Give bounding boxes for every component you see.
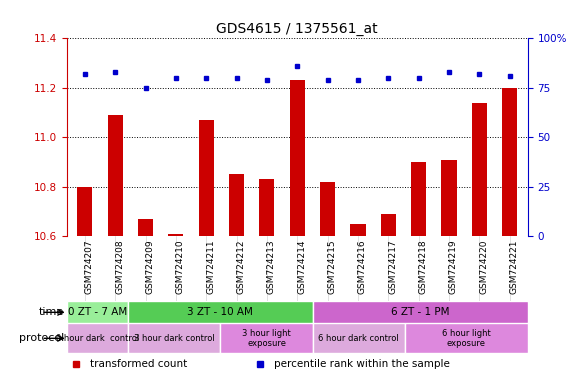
Bar [220, 323, 313, 353]
Bar [289, 81, 305, 236]
Bar [313, 323, 405, 353]
Bar [199, 120, 214, 236]
Bar [128, 301, 313, 323]
Text: 0 ZT - 7 AM: 0 ZT - 7 AM [68, 307, 127, 317]
Bar [77, 187, 92, 236]
Text: GSM724220: GSM724220 [479, 240, 488, 294]
Bar [128, 323, 220, 353]
Text: GSM724211: GSM724211 [206, 240, 215, 294]
Text: GSM724213: GSM724213 [267, 240, 276, 294]
Text: transformed count: transformed count [90, 359, 187, 369]
Bar [350, 224, 365, 236]
Bar [320, 182, 335, 236]
Text: GSM724214: GSM724214 [297, 240, 306, 294]
Text: 0 hour dark  control: 0 hour dark control [56, 334, 139, 343]
Bar [108, 115, 123, 236]
Bar [502, 88, 517, 236]
Text: GSM724208: GSM724208 [115, 240, 124, 294]
Bar [229, 174, 244, 236]
Text: GSM724219: GSM724219 [449, 240, 458, 294]
Text: GSM724212: GSM724212 [237, 240, 245, 294]
Text: time: time [39, 307, 64, 317]
Bar [67, 301, 128, 323]
Bar [380, 214, 396, 236]
Text: 6 ZT - 1 PM: 6 ZT - 1 PM [391, 307, 450, 317]
Bar [441, 160, 456, 236]
Text: 6 hour light
exposure: 6 hour light exposure [442, 329, 491, 348]
Text: GSM724210: GSM724210 [176, 240, 185, 294]
Text: GSM724207: GSM724207 [85, 240, 94, 294]
Text: 6 hour dark control: 6 hour dark control [318, 334, 399, 343]
Text: GSM724218: GSM724218 [419, 240, 427, 294]
Text: GSM724209: GSM724209 [146, 240, 155, 294]
Bar [259, 179, 274, 236]
Bar [313, 301, 528, 323]
Text: 3 ZT - 10 AM: 3 ZT - 10 AM [187, 307, 253, 317]
Bar [67, 323, 128, 353]
Text: GSM724217: GSM724217 [388, 240, 397, 294]
Text: percentile rank within the sample: percentile rank within the sample [274, 359, 450, 369]
Text: protocol: protocol [19, 333, 64, 343]
Text: GSM724221: GSM724221 [510, 240, 519, 294]
Text: GSM724216: GSM724216 [358, 240, 367, 294]
Bar [168, 234, 183, 236]
Bar [472, 103, 487, 236]
Text: 3 hour dark control: 3 hour dark control [134, 334, 215, 343]
Text: GSM724215: GSM724215 [328, 240, 336, 294]
Title: GDS4615 / 1375561_at: GDS4615 / 1375561_at [216, 22, 378, 36]
Bar [405, 323, 528, 353]
Text: 3 hour light
exposure: 3 hour light exposure [242, 329, 291, 348]
Bar [138, 219, 153, 236]
Bar [411, 162, 426, 236]
